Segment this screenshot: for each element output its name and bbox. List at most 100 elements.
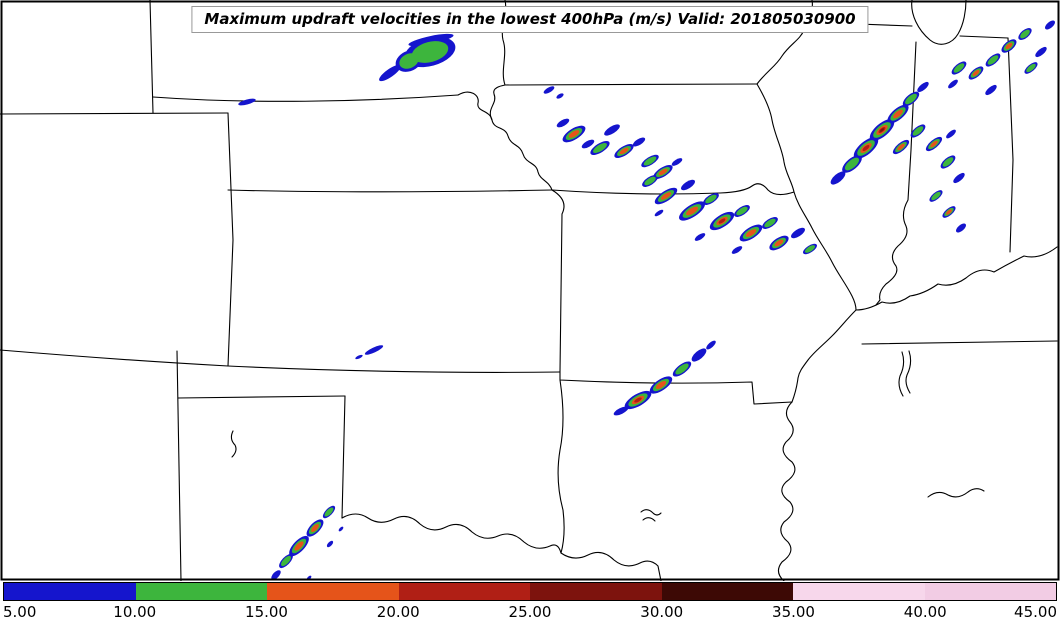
storm-cell-contour [1035, 46, 1047, 58]
river-border-line [341, 513, 562, 554]
storm-cell-contour [338, 526, 344, 532]
state-border-line [152, 94, 459, 102]
colorbar-segment [661, 583, 793, 600]
storm-cell-contour [324, 507, 334, 517]
river-border-line [457, 91, 553, 191]
state-border-line [149, 0, 154, 114]
state-border-line [177, 395, 346, 399]
storm-cell-contour [731, 246, 743, 254]
storm-cell-contour [271, 570, 281, 580]
storm-cell-contour [671, 158, 683, 166]
state-border-line [551, 183, 795, 196]
storm-cell-contour [987, 55, 999, 65]
storm-cell-contour [705, 194, 717, 204]
storm-cell-contour [1005, 42, 1013, 50]
storm-cell-contour [654, 209, 664, 217]
state-border-line [557, 379, 565, 554]
colorbar-tick-label: 40.00 [903, 603, 947, 621]
storm-cell-contour [745, 229, 757, 237]
colorbar-tick-label: 20.00 [376, 603, 420, 621]
lake-shore-line [911, 0, 967, 45]
storm-cell-contour [1026, 63, 1036, 73]
storm-cell-contour [643, 156, 657, 166]
storm-cell-contour [945, 209, 953, 215]
colorbar-segment [398, 583, 530, 600]
state-border-line [227, 112, 234, 367]
storm-cell-contour [764, 218, 776, 228]
state-border-line [959, 35, 1009, 39]
colorbar-segment [267, 583, 399, 600]
storm-cell-contour [681, 179, 695, 191]
storm-cell-contour [912, 126, 924, 136]
colorbar-segment [924, 583, 1056, 600]
river-border-line [777, 401, 796, 581]
river-border-line [756, 83, 795, 193]
colorbar-ticks: 5.00 10.00 15.00 20.00 25.00 30.00 35.00 40.00 4… [3, 603, 1057, 627]
storm-cell-contour [830, 171, 846, 185]
storm-cell-contour [804, 245, 816, 253]
storm-cell-contour [791, 227, 805, 239]
plot-title: Maximum updraft velocities in the lowest… [191, 6, 869, 33]
river-line [898, 351, 905, 397]
storm-cell-contour [660, 192, 672, 200]
state-border-line [176, 350, 182, 581]
storm-cell-contour [411, 41, 449, 63]
storm-cell-contour [972, 69, 980, 77]
storm-cell-contour [364, 345, 384, 355]
colorbar-segment [4, 583, 136, 600]
river-line [642, 517, 656, 522]
storm-cell-contour [644, 176, 656, 186]
storm-cell-contour [238, 98, 256, 106]
river-border-line [855, 246, 1058, 311]
storm-cell-contour [931, 191, 941, 201]
colorbar-tick-label: 5.00 [3, 603, 37, 621]
river-line [905, 350, 912, 394]
storm-cell-contour [281, 555, 291, 567]
state-border-line [559, 371, 793, 405]
storm-cell-contour [556, 118, 570, 128]
river-border-line [489, 84, 506, 121]
storm-cell-contour [897, 143, 905, 151]
colorbar-tick-label: 35.00 [772, 603, 815, 621]
storm-cell-contour [634, 397, 642, 403]
storm-cell-contour [655, 381, 667, 389]
storm-cell-contour [1020, 29, 1030, 39]
storm-cell-contour [556, 93, 564, 99]
storm-cell-contour [686, 206, 698, 216]
storm-cell-contour [326, 540, 334, 548]
storm-cell-contour [619, 147, 629, 155]
state-border-line [0, 112, 229, 115]
storm-cell-contour [658, 168, 668, 176]
storm-cell-contour [946, 129, 956, 139]
colorbar-segment [530, 583, 662, 600]
state-border-line [504, 83, 758, 86]
storm-cell-contour [880, 128, 884, 132]
colorbar [3, 582, 1057, 601]
river-border-line [560, 551, 662, 581]
map-frame [0, 0, 1060, 581]
map-canvas [0, 0, 1060, 581]
colorbar-tick-label: 15.00 [245, 603, 288, 621]
river-border-line [791, 309, 857, 403]
colorbar-tick-label: 10.00 [113, 603, 157, 621]
storm-cell-contour [408, 33, 454, 47]
state-border-line [227, 189, 553, 193]
state-border-line [0, 349, 561, 373]
state-border-line [861, 340, 1058, 345]
storm-cell-contour [379, 64, 401, 82]
storm-cell-contour [613, 406, 629, 416]
state-border-line [341, 395, 346, 519]
storm-cell-contour [718, 218, 726, 224]
storm-cell-contour [311, 524, 319, 532]
storm-cell-contour [953, 172, 965, 184]
state-border-line [875, 41, 917, 306]
storm-cell-contour [985, 84, 997, 96]
storm-cell-contour [399, 53, 419, 69]
river-line [640, 509, 662, 516]
storm-cell-contour [632, 137, 646, 147]
state-border-line [551, 189, 565, 373]
storm-cell-contour [581, 139, 595, 149]
storm-cell-contour [294, 541, 304, 551]
storm-cell-contour [593, 142, 607, 154]
storm-cell-contour [942, 157, 954, 167]
